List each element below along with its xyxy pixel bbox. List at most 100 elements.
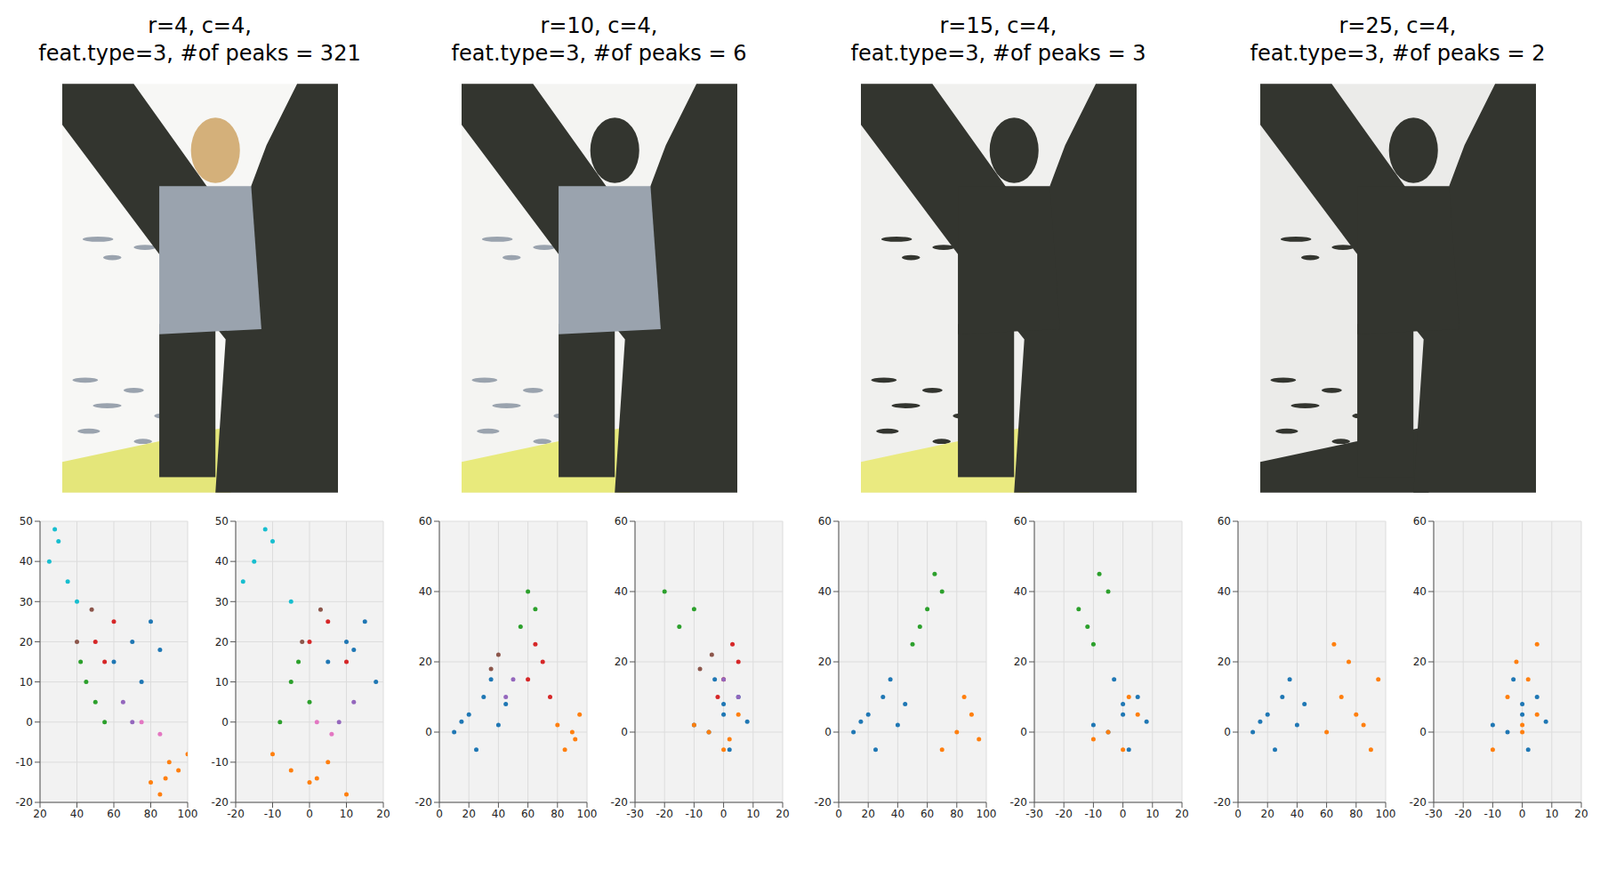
svg-text:-20: -20 bbox=[610, 795, 628, 809]
svg-text:10: 10 bbox=[214, 675, 228, 689]
html-text:feat.type=3, #of peaks = 3: feat.type=3, #of peaks = 3 bbox=[850, 40, 1146, 66]
svg-text:40: 40 bbox=[890, 807, 904, 821]
svg-text:20: 20 bbox=[1574, 807, 1588, 821]
svg-text:40: 40 bbox=[490, 807, 505, 821]
html-text:feat.type=3, #of peaks = 321: feat.type=3, #of peaks = 321 bbox=[38, 40, 361, 66]
svg-text:80: 80 bbox=[143, 807, 157, 821]
svg-text:0: 0 bbox=[1020, 725, 1028, 739]
svg-text:-10: -10 bbox=[1483, 807, 1502, 821]
svg-text:100: 100 bbox=[576, 807, 597, 821]
svg-text:40: 40 bbox=[1289, 807, 1303, 821]
svg-text:0: 0 bbox=[305, 807, 314, 821]
svg-text:40: 40 bbox=[418, 585, 432, 598]
svg-text:0: 0 bbox=[25, 715, 33, 729]
svg-text:20: 20 bbox=[1216, 655, 1231, 668]
svg-text:40: 40 bbox=[1412, 585, 1426, 598]
svg-text:-10: -10 bbox=[210, 755, 229, 769]
svg-text:40: 40 bbox=[613, 585, 628, 598]
svg-text:100: 100 bbox=[176, 807, 198, 821]
svg-text:80: 80 bbox=[1349, 807, 1363, 821]
svg-text:20: 20 bbox=[461, 807, 475, 821]
svg-text:-20: -20 bbox=[1213, 795, 1231, 809]
svg-text:-10: -10 bbox=[263, 807, 282, 821]
svg-text:50: 50 bbox=[214, 514, 228, 528]
svg-text:40: 40 bbox=[1216, 585, 1231, 598]
svg-text:-10: -10 bbox=[1084, 807, 1102, 821]
svg-text:20: 20 bbox=[1412, 655, 1426, 668]
svg-text:0: 0 bbox=[425, 725, 433, 739]
svg-text:20: 20 bbox=[613, 655, 628, 668]
svg-text:-10: -10 bbox=[684, 807, 703, 821]
svg-text:80: 80 bbox=[949, 807, 964, 821]
svg-text:0: 0 bbox=[1234, 807, 1242, 821]
svg-text:60: 60 bbox=[1013, 514, 1027, 528]
svg-text:80: 80 bbox=[550, 807, 564, 821]
svg-text:0: 0 bbox=[620, 725, 628, 739]
svg-text:100: 100 bbox=[975, 807, 997, 821]
svg-text:0: 0 bbox=[1223, 725, 1231, 739]
html-text:r=10, c=4,: r=10, c=4, bbox=[540, 13, 658, 39]
svg-text:60: 60 bbox=[418, 514, 432, 528]
svg-text:60: 60 bbox=[1318, 807, 1333, 821]
svg-text:-20: -20 bbox=[1454, 807, 1472, 821]
svg-text:20: 20 bbox=[1013, 655, 1027, 668]
svg-text:-20: -20 bbox=[1408, 795, 1427, 809]
svg-text:10: 10 bbox=[746, 807, 760, 821]
svg-text:20: 20 bbox=[1260, 807, 1274, 821]
html-text:feat.type=3, #of peaks = 2: feat.type=3, #of peaks = 2 bbox=[1250, 40, 1546, 66]
svg-text:100: 100 bbox=[1374, 807, 1396, 821]
svg-text:60: 60 bbox=[1216, 514, 1231, 528]
svg-text:40: 40 bbox=[817, 585, 831, 598]
svg-text:-20: -20 bbox=[210, 795, 229, 809]
svg-text:0: 0 bbox=[435, 807, 443, 821]
svg-text:-30: -30 bbox=[626, 807, 644, 821]
svg-text:0: 0 bbox=[1518, 807, 1526, 821]
svg-text:0: 0 bbox=[1118, 807, 1126, 821]
svg-text:60: 60 bbox=[106, 807, 121, 821]
svg-text:-20: -20 bbox=[15, 795, 33, 809]
svg-text:60: 60 bbox=[817, 514, 831, 528]
svg-text:60: 60 bbox=[613, 514, 628, 528]
svg-text:20: 20 bbox=[418, 655, 432, 668]
svg-text:10: 10 bbox=[338, 807, 353, 821]
svg-text:0: 0 bbox=[221, 715, 229, 729]
svg-text:20: 20 bbox=[1174, 807, 1189, 821]
svg-text:20: 20 bbox=[32, 807, 47, 821]
svg-text:30: 30 bbox=[18, 595, 33, 609]
svg-text:0: 0 bbox=[824, 725, 832, 739]
svg-text:20: 20 bbox=[18, 635, 33, 649]
svg-text:-20: -20 bbox=[655, 807, 674, 821]
svg-text:40: 40 bbox=[69, 807, 83, 821]
svg-text:10: 10 bbox=[18, 675, 33, 689]
svg-text:-30: -30 bbox=[1025, 807, 1044, 821]
svg-text:60: 60 bbox=[1412, 514, 1426, 528]
svg-text:60: 60 bbox=[919, 807, 933, 821]
svg-text:20: 20 bbox=[376, 807, 390, 821]
svg-text:0: 0 bbox=[1419, 725, 1427, 739]
svg-text:40: 40 bbox=[214, 554, 228, 568]
svg-text:-20: -20 bbox=[1009, 795, 1028, 809]
svg-text:40: 40 bbox=[18, 554, 33, 568]
svg-text:40: 40 bbox=[1013, 585, 1027, 598]
svg-text:30: 30 bbox=[214, 595, 228, 609]
svg-text:20: 20 bbox=[775, 807, 789, 821]
svg-text:0: 0 bbox=[719, 807, 727, 821]
html-text:r=15, c=4,: r=15, c=4, bbox=[939, 13, 1058, 39]
svg-text:-30: -30 bbox=[1424, 807, 1443, 821]
svg-text:-20: -20 bbox=[1054, 807, 1073, 821]
html-text:r=4, c=4,: r=4, c=4, bbox=[147, 13, 252, 39]
svg-text:60: 60 bbox=[520, 807, 534, 821]
svg-text:10: 10 bbox=[1544, 807, 1559, 821]
svg-text:20: 20 bbox=[817, 655, 831, 668]
svg-text:20: 20 bbox=[860, 807, 875, 821]
svg-text:-20: -20 bbox=[414, 795, 433, 809]
html-text:r=25, c=4,: r=25, c=4, bbox=[1338, 13, 1457, 39]
svg-text:-10: -10 bbox=[15, 755, 33, 769]
svg-text:0: 0 bbox=[835, 807, 843, 821]
svg-text:20: 20 bbox=[214, 635, 228, 649]
svg-text:50: 50 bbox=[18, 514, 33, 528]
html-text:feat.type=3, #of peaks = 6: feat.type=3, #of peaks = 6 bbox=[451, 40, 747, 66]
svg-text:-20: -20 bbox=[813, 795, 832, 809]
svg-text:10: 10 bbox=[1145, 807, 1159, 821]
svg-text:-20: -20 bbox=[226, 807, 245, 821]
